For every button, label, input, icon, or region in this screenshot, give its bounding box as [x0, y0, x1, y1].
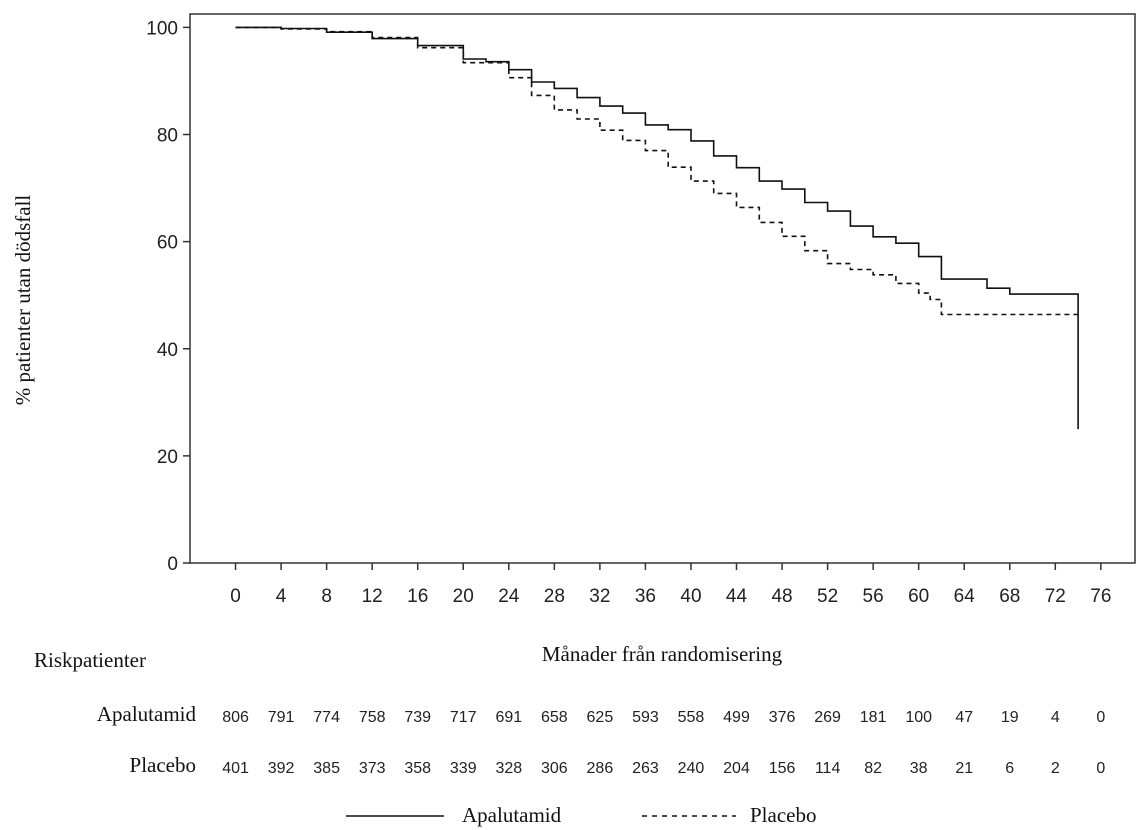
x-tick-label: 24 [498, 586, 520, 607]
risk-value: 240 [678, 760, 705, 777]
series-line-placebo [235, 26, 1079, 316]
x-axis-title: Månader från randomisering [542, 642, 783, 666]
legend-label-placebo: Placebo [750, 803, 816, 827]
risk-value: 593 [632, 709, 659, 726]
y-tick-label: 80 [157, 126, 178, 147]
risk-row-label: Placebo [130, 753, 196, 777]
risk-value: 691 [495, 709, 522, 726]
risk-value: 100 [905, 709, 932, 726]
risk-value: 6 [1005, 760, 1014, 777]
risk-value: 47 [955, 709, 973, 726]
risk-value: 156 [769, 760, 796, 777]
risk-value: 739 [404, 709, 431, 726]
x-tick-label: 36 [635, 586, 656, 607]
legend: Apalutamid Placebo [346, 803, 816, 827]
risk-value: 82 [864, 760, 882, 777]
series-line-apalutamid [235, 26, 1079, 430]
y-tick-label: 40 [157, 340, 178, 361]
risk-value: 717 [450, 709, 477, 726]
risk-value: 306 [541, 760, 568, 777]
x-tick-label: 48 [771, 586, 792, 607]
legend-label-apalutamid: Apalutamid [462, 803, 562, 827]
x-tick-label: 72 [1045, 586, 1066, 607]
risk-value: 269 [814, 709, 841, 726]
risk-value: 328 [495, 760, 522, 777]
risk-value: 4 [1051, 709, 1060, 726]
risk-value: 358 [404, 760, 431, 777]
risk-value: 625 [587, 709, 614, 726]
x-tick-label: 60 [908, 586, 929, 607]
risk-value: 658 [541, 709, 568, 726]
x-tick-label: 40 [680, 586, 701, 607]
x-axis: 0 4 8 12 16 20 24 28 32 36 40 44 48 52 56 60 64 68 72 76 [230, 563, 1111, 607]
risk-value: 791 [268, 709, 295, 726]
risk-value: 499 [723, 709, 750, 726]
y-axis: 0 20 40 60 80 100 [146, 18, 190, 575]
y-tick-label: 0 [167, 554, 178, 575]
y-axis-title: % patienter utan dödsfall [11, 195, 35, 406]
x-tick-label: 20 [453, 586, 474, 607]
x-tick-label: 56 [863, 586, 884, 607]
risk-value: 385 [313, 760, 340, 777]
y-tick-label: 60 [157, 233, 178, 254]
risk-value: 0 [1096, 709, 1105, 726]
x-tick-label: 0 [230, 586, 241, 607]
risk-value: 339 [450, 760, 477, 777]
x-tick-label: 52 [817, 586, 838, 607]
x-tick-label: 16 [407, 586, 428, 607]
risk-value: 263 [632, 760, 659, 777]
risk-value: 181 [860, 709, 887, 726]
risk-value: 0 [1096, 760, 1105, 777]
risk-value: 392 [268, 760, 295, 777]
risk-value: 21 [955, 760, 973, 777]
risk-row-label: Apalutamid [97, 702, 197, 726]
series-layer [235, 26, 1079, 430]
x-tick-label: 28 [544, 586, 565, 607]
risk-value: 806 [222, 709, 249, 726]
risk-table-title: Riskpatienter [34, 648, 146, 672]
x-tick-label: 76 [1090, 586, 1111, 607]
risk-value: 38 [910, 760, 928, 777]
x-tick-label: 64 [954, 586, 976, 607]
risk-value: 758 [359, 709, 386, 726]
risk-value: 2 [1051, 760, 1060, 777]
risk-value: 114 [815, 760, 841, 777]
risk-value: 286 [587, 760, 614, 777]
risk-value: 558 [678, 709, 705, 726]
x-tick-label: 68 [999, 586, 1020, 607]
risk-value: 376 [769, 709, 796, 726]
risk-value: 373 [359, 760, 386, 777]
plot-frame [189, 13, 1136, 564]
risk-value: 401 [222, 760, 249, 777]
risk-table: Apalutamid 806 791 774 758 739 717 691 658 625 593… [97, 702, 1106, 777]
x-tick-label: 4 [276, 586, 287, 607]
risk-value: 204 [723, 760, 750, 777]
x-tick-label: 44 [726, 586, 748, 607]
x-tick-label: 12 [362, 586, 383, 607]
risk-value: 19 [1001, 709, 1019, 726]
risk-value: 774 [313, 709, 340, 726]
x-tick-label: 32 [589, 586, 610, 607]
y-tick-label: 20 [157, 447, 178, 468]
y-tick-label: 100 [146, 18, 178, 39]
x-tick-label: 8 [321, 586, 332, 607]
